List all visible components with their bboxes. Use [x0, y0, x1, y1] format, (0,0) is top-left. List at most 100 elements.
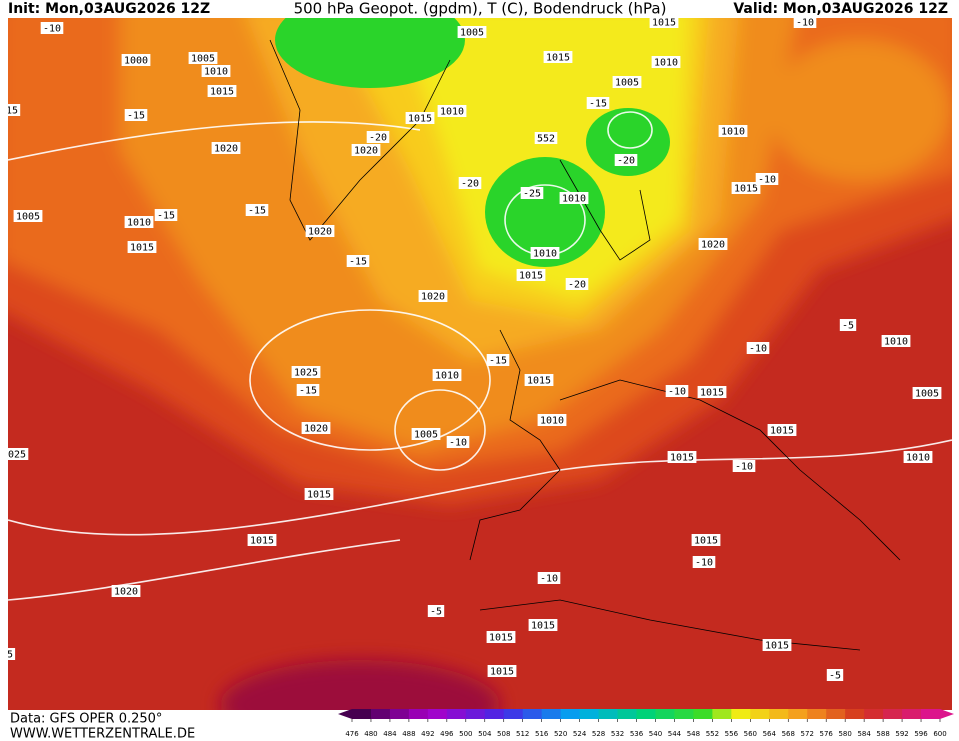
colorbar-cell [541, 709, 562, 719]
contour-label: -20 [617, 156, 635, 167]
contour-label: 1020 [304, 424, 328, 435]
coastline [469, 329, 561, 561]
contour-label: -10 [43, 24, 61, 35]
coastline [479, 599, 861, 651]
contour-label: 1015 [670, 453, 694, 464]
contour-label: 1015 [130, 243, 154, 254]
field-band [770, 40, 950, 180]
contour-label: 1005 [414, 430, 438, 441]
colorbar-label: 520 [554, 730, 567, 738]
colorbar-label: 492 [421, 730, 434, 738]
label-box [826, 669, 844, 681]
label-box [691, 534, 721, 546]
label-box [457, 26, 487, 38]
label-box [667, 451, 697, 463]
colorbar-cell [731, 709, 751, 719]
contour-label: 1010 [435, 371, 459, 382]
contour-label: 1005 [191, 54, 215, 65]
contour-label: 1020 [114, 587, 138, 598]
field-low [485, 157, 605, 267]
isobar [394, 389, 486, 471]
contour-label: 1010 [654, 58, 678, 69]
colorbar-cell [693, 709, 713, 719]
valid-time: Valid: Mon,03AUG2026 12Z [733, 1, 948, 17]
label-box [418, 290, 448, 302]
label-box [301, 422, 331, 434]
contour-label: 1020 [214, 144, 238, 155]
contour-label: -15 [589, 99, 607, 110]
colorbar-label: 584 [857, 730, 871, 738]
contour-label: -20 [369, 133, 387, 144]
contour-label: 1015 [694, 536, 718, 547]
colorbar-label: 504 [478, 730, 492, 738]
contour-label: 1015 [734, 184, 758, 195]
colorbar-cell [446, 709, 467, 719]
colorbar-cell [883, 709, 903, 719]
colorbar-label: 588 [876, 730, 889, 738]
contour-label: -10 [758, 175, 776, 186]
colorbar-label: 532 [611, 730, 624, 738]
label-box [154, 209, 178, 221]
label-box [188, 52, 218, 64]
label-box [559, 192, 589, 204]
contour-label: 1005 [460, 28, 484, 39]
contour-label: 1015 [770, 426, 794, 437]
contour-label: 1010 [204, 67, 228, 78]
contour-label: 1010 [721, 127, 745, 138]
label-box [411, 428, 441, 440]
label-box [40, 22, 64, 34]
contour-label: -10 [695, 558, 713, 569]
isobar [8, 439, 952, 536]
colorbar-cell [902, 709, 922, 719]
label-box [305, 225, 335, 237]
label-box [486, 354, 510, 366]
contour-label: 1010 [884, 337, 908, 348]
contour-label: -20 [568, 280, 586, 291]
colorbar-label: 496 [440, 730, 454, 738]
label-box [651, 56, 681, 68]
colorbar-cell [617, 709, 638, 719]
colorbar: 476 480 484 488 492 496 500 504 508 512 516 520 524 5… [338, 709, 954, 738]
colorbar-cell [807, 709, 827, 719]
colorbar-label: 516 [535, 730, 549, 738]
colorbar-cell [484, 709, 505, 719]
colorbar-cell [845, 709, 865, 719]
contour-label: 1015 [531, 621, 555, 632]
colorbar-label: 600 [933, 730, 946, 738]
contour-label: 15 [6, 106, 18, 117]
colorbar-label: 548 [687, 730, 700, 738]
colorbar-label: 480 [364, 730, 377, 738]
contour-label: 1015 [210, 87, 234, 98]
colorbar-arrow [338, 709, 352, 719]
colorbar-cell [864, 709, 884, 719]
isobar [8, 539, 401, 601]
colorbar-cell [408, 709, 429, 719]
contour-label: -10 [449, 438, 467, 449]
label-box [247, 534, 277, 546]
colorbar-cell [921, 709, 941, 719]
colorbar-cell [389, 709, 410, 719]
colorbar-cell [826, 709, 846, 719]
label-box [697, 386, 727, 398]
contour-label: 1010 [440, 107, 464, 118]
contour-label: 1015 [652, 18, 676, 29]
label-box [124, 216, 154, 228]
contour-label: -20 [461, 179, 479, 190]
contour-label: -15 [489, 356, 507, 367]
label-box [903, 451, 933, 463]
label-box [698, 238, 728, 250]
colorbar-label: 592 [895, 730, 908, 738]
contour-label: 5 [7, 650, 13, 661]
contour-label: 1015 [490, 667, 514, 678]
label-box [207, 85, 237, 97]
contour-label: 552 [537, 134, 555, 145]
contour-label: 1005 [615, 78, 639, 89]
contour-label: 1015 [307, 490, 331, 501]
contour-label: 1010 [533, 249, 557, 260]
contour-label: -25 [523, 189, 541, 200]
label-box [124, 109, 148, 121]
label-box [437, 105, 467, 117]
label-box [839, 319, 857, 331]
label-box [487, 665, 517, 677]
